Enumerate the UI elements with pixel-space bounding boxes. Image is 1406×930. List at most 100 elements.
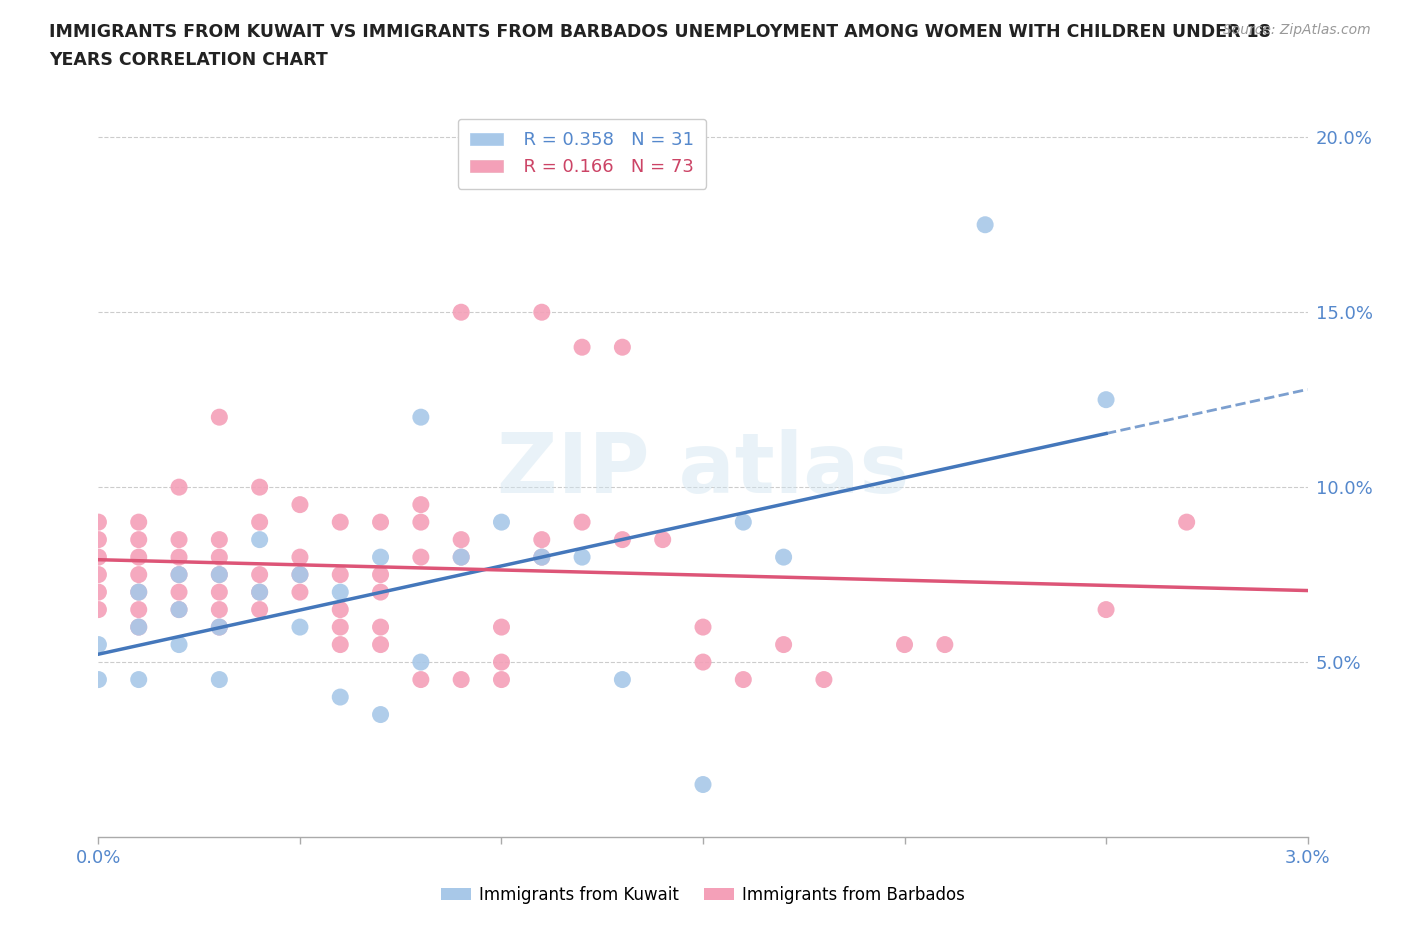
Point: [288, 567, 311, 582]
Point: [208, 567, 231, 582]
Point: [87, 550, 110, 565]
Point: [813, 672, 835, 687]
Point: [329, 690, 352, 705]
Point: [249, 532, 271, 547]
Legend: Immigrants from Kuwait, Immigrants from Barbados: Immigrants from Kuwait, Immigrants from …: [434, 879, 972, 910]
Point: [128, 602, 150, 617]
Point: [208, 567, 231, 582]
Point: [329, 619, 352, 634]
Point: [612, 339, 634, 354]
Point: [612, 672, 634, 687]
Point: [530, 532, 553, 547]
Point: [87, 637, 110, 652]
Legend:   R = 0.358   N = 31,   R = 0.166   N = 73: R = 0.358 N = 31, R = 0.166 N = 73: [458, 119, 706, 189]
Point: [370, 637, 392, 652]
Point: [450, 532, 472, 547]
Point: [370, 585, 392, 600]
Point: [167, 532, 190, 547]
Point: [571, 339, 593, 354]
Point: [974, 218, 997, 232]
Point: [87, 585, 110, 600]
Text: Source: ZipAtlas.com: Source: ZipAtlas.com: [1223, 23, 1371, 37]
Point: [249, 602, 271, 617]
Point: [491, 672, 513, 687]
Point: [651, 532, 673, 547]
Point: [249, 585, 271, 600]
Point: [167, 602, 190, 617]
Point: [409, 514, 432, 529]
Point: [208, 585, 231, 600]
Point: [288, 550, 311, 565]
Point: [208, 532, 231, 547]
Point: [329, 602, 352, 617]
Point: [692, 655, 714, 670]
Point: [409, 498, 432, 512]
Point: [491, 655, 513, 670]
Point: [893, 637, 915, 652]
Point: [249, 480, 271, 495]
Point: [692, 619, 714, 634]
Point: [288, 567, 311, 582]
Point: [772, 550, 794, 565]
Point: [1175, 514, 1198, 529]
Point: [128, 514, 150, 529]
Point: [571, 550, 593, 565]
Point: [208, 672, 231, 687]
Point: [128, 619, 150, 634]
Point: [167, 550, 190, 565]
Point: [87, 602, 110, 617]
Point: [329, 637, 352, 652]
Point: [450, 305, 472, 320]
Point: [733, 514, 755, 529]
Point: [370, 567, 392, 582]
Point: [934, 637, 956, 652]
Point: [167, 567, 190, 582]
Point: [128, 619, 150, 634]
Point: [329, 567, 352, 582]
Point: [208, 410, 231, 425]
Point: [288, 619, 311, 634]
Text: IMMIGRANTS FROM KUWAIT VS IMMIGRANTS FROM BARBADOS UNEMPLOYMENT AMONG WOMEN WITH: IMMIGRANTS FROM KUWAIT VS IMMIGRANTS FRO…: [49, 23, 1271, 41]
Point: [329, 585, 352, 600]
Text: YEARS CORRELATION CHART: YEARS CORRELATION CHART: [49, 51, 328, 69]
Point: [409, 672, 432, 687]
Point: [450, 550, 472, 565]
Point: [370, 514, 392, 529]
Point: [167, 585, 190, 600]
Point: [128, 672, 150, 687]
Point: [208, 550, 231, 565]
Text: ZIP atlas: ZIP atlas: [496, 429, 910, 511]
Point: [167, 637, 190, 652]
Point: [87, 672, 110, 687]
Point: [249, 567, 271, 582]
Point: [733, 672, 755, 687]
Point: [208, 619, 231, 634]
Point: [128, 585, 150, 600]
Point: [772, 637, 794, 652]
Point: [288, 585, 311, 600]
Point: [450, 550, 472, 565]
Point: [370, 619, 392, 634]
Point: [409, 550, 432, 565]
Point: [288, 498, 311, 512]
Point: [128, 567, 150, 582]
Point: [128, 585, 150, 600]
Point: [249, 585, 271, 600]
Point: [249, 514, 271, 529]
Point: [409, 410, 432, 425]
Point: [208, 619, 231, 634]
Point: [167, 480, 190, 495]
Point: [530, 550, 553, 565]
Point: [167, 567, 190, 582]
Point: [208, 602, 231, 617]
Point: [370, 550, 392, 565]
Point: [128, 550, 150, 565]
Point: [571, 514, 593, 529]
Point: [167, 602, 190, 617]
Point: [491, 619, 513, 634]
Point: [692, 777, 714, 792]
Point: [530, 305, 553, 320]
Point: [87, 567, 110, 582]
Point: [87, 514, 110, 529]
Point: [329, 514, 352, 529]
